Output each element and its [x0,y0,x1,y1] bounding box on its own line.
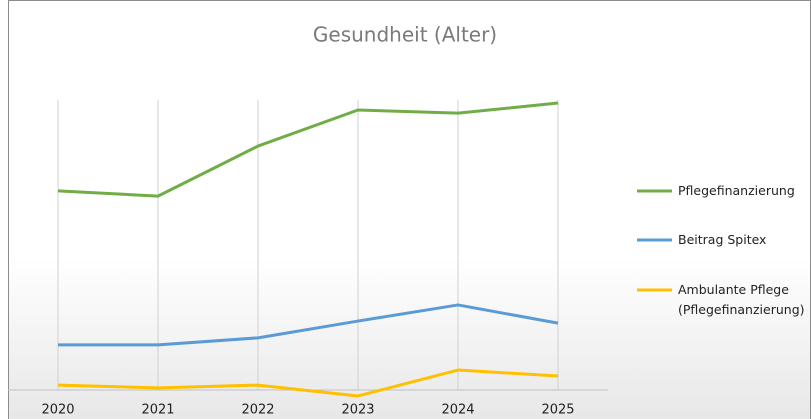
chart-title: Gesundheit (Alter) [313,23,497,47]
legend-label: Beitrag Spitex [678,232,767,247]
x-tick-label: 2023 [341,403,374,418]
series-line [57,101,559,198]
series-line [57,368,559,398]
series-line [58,303,559,347]
legend-label: Pflegefinanzierung [678,183,795,198]
x-tick-label: 2024 [441,403,474,418]
x-tick-label: 2025 [541,403,574,418]
chart-background [8,0,811,419]
legend-label: Ambulante Pflege (Pflegefinanzierung) [678,282,805,317]
x-tick-label: 2020 [41,403,74,418]
x-tick-label: 2021 [141,403,174,418]
x-tick-label: 2022 [241,403,274,418]
